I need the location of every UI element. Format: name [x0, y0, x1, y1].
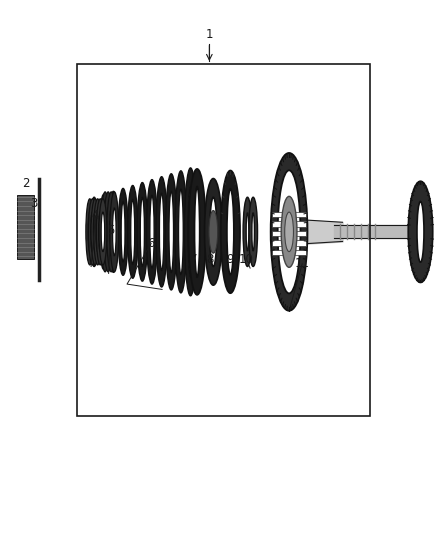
Ellipse shape: [99, 195, 108, 270]
Ellipse shape: [103, 208, 107, 256]
Ellipse shape: [101, 212, 105, 252]
Ellipse shape: [417, 201, 424, 262]
Ellipse shape: [106, 208, 110, 256]
Ellipse shape: [227, 189, 234, 275]
Ellipse shape: [92, 207, 96, 256]
Ellipse shape: [278, 171, 300, 293]
Ellipse shape: [91, 212, 94, 252]
Ellipse shape: [271, 153, 307, 311]
Bar: [272, 221, 306, 227]
Ellipse shape: [166, 174, 177, 290]
Ellipse shape: [285, 212, 293, 252]
Ellipse shape: [140, 197, 145, 266]
Text: 10: 10: [239, 253, 254, 266]
Ellipse shape: [88, 212, 92, 252]
Ellipse shape: [184, 168, 197, 296]
Ellipse shape: [281, 196, 297, 268]
Ellipse shape: [249, 197, 258, 266]
Ellipse shape: [408, 181, 433, 282]
Ellipse shape: [150, 195, 154, 269]
Ellipse shape: [131, 199, 135, 264]
Text: 1: 1: [205, 28, 213, 41]
Ellipse shape: [110, 208, 113, 256]
Ellipse shape: [169, 191, 173, 272]
Ellipse shape: [121, 201, 125, 262]
Ellipse shape: [252, 213, 254, 251]
Ellipse shape: [96, 212, 99, 252]
Ellipse shape: [137, 182, 148, 281]
Ellipse shape: [159, 193, 164, 270]
Bar: [272, 231, 306, 236]
Bar: [272, 240, 306, 246]
Ellipse shape: [147, 180, 157, 284]
Ellipse shape: [101, 192, 110, 272]
Ellipse shape: [88, 199, 96, 265]
Ellipse shape: [243, 197, 252, 266]
Ellipse shape: [107, 192, 116, 272]
Ellipse shape: [112, 204, 115, 260]
Text: 5: 5: [107, 224, 114, 237]
Text: 8: 8: [207, 253, 214, 266]
Text: 2: 2: [21, 177, 29, 190]
Ellipse shape: [127, 185, 138, 278]
Text: 11: 11: [295, 257, 310, 270]
Ellipse shape: [109, 191, 118, 272]
Ellipse shape: [102, 206, 106, 258]
Ellipse shape: [175, 171, 187, 293]
Ellipse shape: [118, 189, 128, 276]
Ellipse shape: [96, 199, 104, 265]
Ellipse shape: [99, 199, 107, 265]
Bar: [272, 212, 306, 217]
Ellipse shape: [156, 177, 167, 287]
Ellipse shape: [94, 199, 102, 265]
Ellipse shape: [205, 179, 222, 285]
Ellipse shape: [210, 197, 217, 266]
Ellipse shape: [194, 187, 200, 277]
Ellipse shape: [104, 192, 113, 272]
Text: 9: 9: [226, 253, 233, 266]
Ellipse shape: [246, 213, 249, 251]
Bar: [272, 250, 306, 255]
Text: 4: 4: [92, 209, 99, 222]
Ellipse shape: [188, 187, 193, 277]
Ellipse shape: [179, 189, 183, 274]
Ellipse shape: [188, 169, 206, 295]
Ellipse shape: [91, 199, 99, 265]
Ellipse shape: [86, 199, 94, 265]
Text: 7: 7: [190, 253, 198, 266]
Text: 3: 3: [30, 197, 37, 210]
Ellipse shape: [110, 192, 119, 272]
Ellipse shape: [221, 171, 240, 293]
Ellipse shape: [99, 212, 102, 252]
Text: 6: 6: [147, 237, 155, 250]
Ellipse shape: [113, 208, 116, 256]
Bar: [17, 195, 34, 259]
Ellipse shape: [90, 197, 99, 266]
Bar: [77, 64, 370, 416]
Ellipse shape: [209, 211, 218, 253]
Ellipse shape: [93, 212, 97, 252]
